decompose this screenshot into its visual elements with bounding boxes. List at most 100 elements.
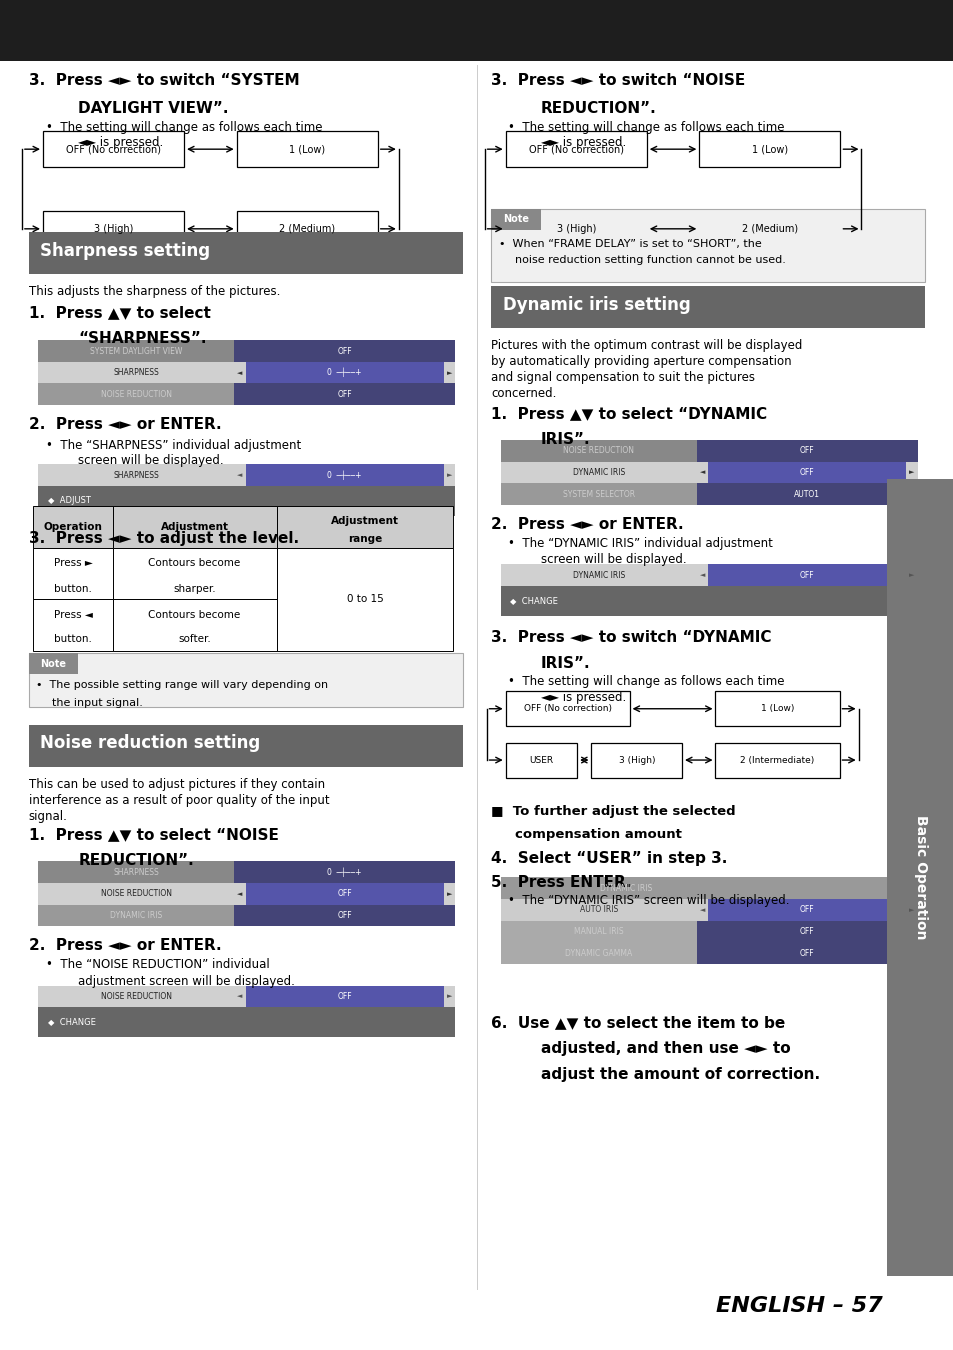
Bar	[505, 743, 577, 778]
Bar	[233, 904, 455, 926]
Text: This can be used to adjust pictures if they contain: This can be used to adjust pictures if t…	[29, 778, 324, 791]
Text: ■  To further adjust the selected: ■ To further adjust the selected	[491, 805, 735, 818]
Text: compensation amount: compensation amount	[515, 828, 681, 841]
Text: SYSTEM SELECTOR: SYSTEM SELECTOR	[562, 490, 634, 498]
Text: NOISE REDUCTION: NOISE REDUCTION	[562, 447, 634, 455]
Text: Dynamic iris setting: Dynamic iris setting	[502, 296, 690, 313]
Text: adjusted, and then use ◄► to: adjusted, and then use ◄► to	[540, 1041, 790, 1056]
Text: ◄: ◄	[700, 470, 704, 475]
Bar	[245, 986, 443, 1007]
Text: softer.: softer.	[178, 634, 211, 644]
Text: ◄: ◄	[237, 370, 242, 375]
Text: 6.  Use ▲▼ to select the item to be: 6. Use ▲▼ to select the item to be	[491, 1015, 784, 1030]
Text: 3 (High): 3 (High)	[618, 756, 655, 764]
Text: OFF: OFF	[800, 571, 814, 579]
Text: 4.  Select “USER” in step 3.: 4. Select “USER” in step 3.	[491, 850, 727, 865]
Text: •  The setting will change as follows each time: • The setting will change as follows eac…	[46, 122, 322, 135]
Text: 1.  Press ▲▼ to select “NOISE: 1. Press ▲▼ to select “NOISE	[29, 828, 278, 842]
Bar	[500, 440, 696, 462]
Bar	[696, 483, 917, 505]
Text: DYNAMIC IRIS: DYNAMIC IRIS	[572, 571, 624, 579]
Text: concerned.: concerned.	[491, 387, 557, 401]
Bar	[233, 464, 245, 486]
Text: 2 (Medium): 2 (Medium)	[741, 224, 797, 234]
Text: ◄► is pressed.: ◄► is pressed.	[540, 691, 625, 705]
Text: Pictures with the optimum contrast will be displayed: Pictures with the optimum contrast will …	[491, 339, 801, 352]
Bar	[905, 564, 917, 586]
Text: IRIS”.: IRIS”.	[540, 432, 590, 447]
Text: screen will be displayed.: screen will be displayed.	[78, 454, 224, 467]
Bar	[233, 383, 455, 405]
Text: OFF (No correction): OFF (No correction)	[523, 705, 611, 713]
Text: ◆  ADJUST: ◆ ADJUST	[48, 497, 91, 505]
Text: NOISE REDUCTION: NOISE REDUCTION	[100, 390, 172, 398]
Bar	[905, 462, 917, 483]
Bar	[905, 899, 917, 921]
Bar	[33, 548, 112, 599]
Text: ENGLISH – 57: ENGLISH – 57	[715, 1296, 882, 1316]
Bar	[505, 691, 629, 726]
Text: •  When “FRAME DELAY” is set to “SHORT”, the: • When “FRAME DELAY” is set to “SHORT”, …	[498, 239, 760, 248]
Text: “SHARPNESS”.: “SHARPNESS”.	[78, 331, 207, 346]
Text: adjust the amount of correction.: adjust the amount of correction.	[540, 1066, 820, 1081]
Bar	[696, 462, 707, 483]
Bar	[38, 883, 233, 905]
Text: OFF (No correction): OFF (No correction)	[528, 144, 623, 154]
Text: •  The setting will change as follows each time: • The setting will change as follows eac…	[508, 122, 784, 135]
Text: OFF: OFF	[337, 347, 352, 355]
Text: OFF: OFF	[800, 447, 814, 455]
Text: ►: ►	[446, 472, 452, 478]
Bar	[707, 899, 905, 921]
Text: Operation: Operation	[44, 522, 102, 532]
Text: noise reduction setting function cannot be used.: noise reduction setting function cannot …	[515, 255, 785, 265]
Text: •  The “DYNAMIC IRIS” individual adjustment: • The “DYNAMIC IRIS” individual adjustme…	[508, 537, 773, 551]
Bar	[491, 286, 924, 328]
Bar	[591, 743, 681, 778]
Text: IRIS”.: IRIS”.	[540, 656, 590, 671]
Text: adjustment screen will be displayed.: adjustment screen will be displayed.	[78, 975, 294, 988]
Bar	[500, 564, 696, 586]
Bar	[276, 548, 453, 651]
Text: Contours become: Contours become	[149, 610, 240, 620]
Text: MANUAL IRIS: MANUAL IRIS	[574, 927, 623, 936]
Text: 1 (Low): 1 (Low)	[760, 705, 793, 713]
Text: 0  ─┼──+: 0 ─┼──+	[327, 867, 361, 878]
Bar	[500, 483, 696, 505]
Bar	[500, 899, 696, 921]
Text: REDUCTION”.: REDUCTION”.	[78, 853, 193, 868]
Text: 1 (Low): 1 (Low)	[751, 144, 787, 154]
Bar	[500, 440, 917, 505]
Bar	[38, 486, 455, 516]
Text: OFF: OFF	[800, 949, 814, 957]
Text: •  The possible setting range will vary depending on: • The possible setting range will vary d…	[36, 680, 328, 690]
Text: 0 to 15: 0 to 15	[346, 594, 383, 605]
Text: 3.  Press ◄► to switch “NOISE: 3. Press ◄► to switch “NOISE	[491, 73, 745, 88]
Bar	[38, 464, 233, 486]
Text: NOISE REDUCTION: NOISE REDUCTION	[100, 890, 172, 898]
Text: signal.: signal.	[29, 810, 68, 824]
Text: 3 (High): 3 (High)	[93, 224, 133, 234]
Text: 5.  Press ENTER.: 5. Press ENTER.	[491, 875, 631, 890]
Text: •  The “SHARPNESS” individual adjustment: • The “SHARPNESS” individual adjustment	[46, 439, 301, 452]
Text: ◄► is pressed.: ◄► is pressed.	[540, 136, 625, 150]
Text: button.: button.	[54, 634, 91, 644]
Bar	[233, 986, 245, 1007]
Bar	[33, 599, 112, 651]
Text: •  The setting will change as follows each time: • The setting will change as follows eac…	[508, 675, 784, 688]
Text: ►: ►	[446, 994, 452, 999]
Text: ◄: ◄	[700, 907, 704, 913]
Text: OFF: OFF	[800, 468, 814, 477]
Bar	[38, 861, 233, 883]
Text: Note: Note	[502, 215, 529, 224]
Bar	[29, 232, 462, 274]
Bar	[43, 211, 184, 247]
Bar	[696, 942, 917, 964]
Bar	[707, 462, 905, 483]
Bar	[699, 131, 840, 167]
Bar	[500, 878, 917, 899]
Text: ►: ►	[908, 470, 914, 475]
Bar	[233, 861, 455, 883]
Text: and signal compensation to suit the pictures: and signal compensation to suit the pict…	[491, 371, 755, 385]
Text: SYSTEM DAYLIGHT VIEW: SYSTEM DAYLIGHT VIEW	[90, 347, 182, 355]
Text: 1 (Low): 1 (Low)	[289, 144, 325, 154]
